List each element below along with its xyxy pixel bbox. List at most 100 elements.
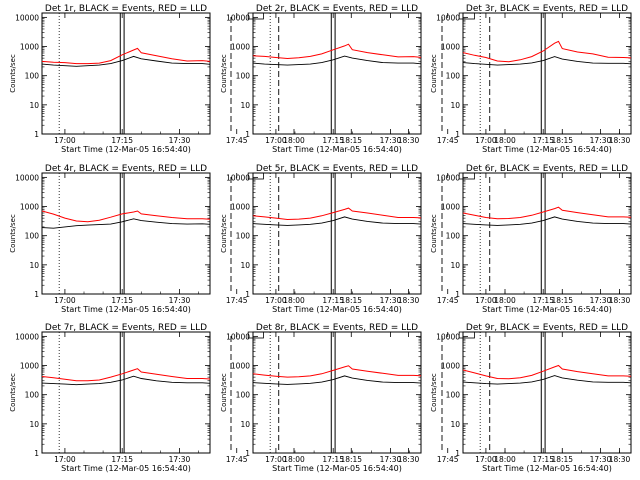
x-tick-label: 17:00 <box>475 455 497 464</box>
y-tick-label: 10 <box>450 420 460 429</box>
panel-det-2: Det 2r, BLACK = Events, RED = LLD 1 10 100 1… <box>220 4 631 154</box>
y-tick-label: 1000 <box>231 43 250 52</box>
lld-series-line <box>253 207 421 221</box>
plot-frame <box>252 12 422 135</box>
y-tick-label: 10 <box>29 420 39 429</box>
panel-title: Det 6r, BLACK = Events, RED = LLD <box>466 164 628 174</box>
plot-frame <box>462 331 632 454</box>
y-tick-label: 1000 <box>441 362 460 371</box>
x-axis-label: Start Time (12-Mar-05 16:54:40) <box>272 145 402 154</box>
x-tick-label: 17:00 <box>475 136 497 145</box>
x-tick-label: 17:30 <box>590 455 612 464</box>
x-tick-label: 18:15 <box>340 455 362 464</box>
lld-series-line <box>42 47 210 65</box>
x-tick-label: 17:45 <box>226 296 248 305</box>
panel-det-8: Det 8r, BLACK = Events, RED = LLD 1 10 100 1… <box>220 323 631 473</box>
x-axis-label: Start Time (12-Mar-05 16:54:40) <box>482 305 612 314</box>
y-tick-label: 1 <box>245 290 250 299</box>
x-tick-label: 17:30 <box>380 455 402 464</box>
x-axis-label: Start Time (12-Mar-05 16:54:40) <box>61 464 191 473</box>
events-series-line <box>253 55 421 66</box>
panel-title: Det 4r, BLACK = Events, RED = LLD <box>45 164 207 174</box>
lld-series-line <box>253 365 421 378</box>
plot-frame <box>41 12 211 135</box>
y-tick-label: 100 <box>446 72 461 81</box>
panel-det-9: Det 9r, BLACK = Events, RED = LLD 1 10 100 1… <box>430 323 632 473</box>
x-tick-label: 18:15 <box>551 455 573 464</box>
y-tick-label: 10 <box>240 420 250 429</box>
y-axis-label: Counts/sec <box>220 214 228 253</box>
lld-series-line <box>42 210 210 223</box>
y-tick-label: 100 <box>236 391 251 400</box>
x-tick-label: 18:00 <box>283 136 305 145</box>
x-tick-label: 18:00 <box>494 455 516 464</box>
y-axis-label: Counts/sec <box>9 54 17 93</box>
x-tick-label: 17:15 <box>322 455 344 464</box>
x-tick-label: 18:15 <box>551 296 573 305</box>
panel-det-5: Det 5r, BLACK = Events, RED = LLD 1 10 100 1… <box>220 164 631 314</box>
y-tick-label: 10000 <box>226 332 250 341</box>
y-axis-label: Counts/sec <box>9 214 17 253</box>
x-axis-label: Start Time (12-Mar-05 16:54:40) <box>61 305 191 314</box>
x-axis-label: Start Time (12-Mar-05 16:54:40) <box>272 464 402 473</box>
panel-title: Det 1r, BLACK = Events, RED = LLD <box>45 4 207 14</box>
y-tick-label: 10000 <box>436 332 460 341</box>
x-tick-label: 17:15 <box>532 296 554 305</box>
y-tick-label: 1000 <box>231 203 250 212</box>
y-tick-label: 100 <box>25 391 40 400</box>
lld-series-line <box>463 364 631 380</box>
lld-series-line <box>253 43 421 60</box>
x-tick-label: 17:15 <box>111 455 133 464</box>
x-tick-label: 17:00 <box>265 455 287 464</box>
x-tick-label: 17:30 <box>380 136 402 145</box>
x-tick-label: 17:45 <box>437 136 459 145</box>
y-tick-label: 10 <box>450 101 460 110</box>
y-axis-label: Counts/sec <box>9 373 17 412</box>
lld-series-line <box>42 368 210 382</box>
y-tick-label: 1 <box>245 130 250 139</box>
lld-series-line <box>463 40 631 63</box>
y-tick-label: 100 <box>236 72 251 81</box>
y-tick-label: 1000 <box>441 203 460 212</box>
y-tick-label: 10 <box>29 261 39 270</box>
y-tick-label: 10000 <box>436 13 460 22</box>
lld-series-line <box>463 206 631 220</box>
y-tick-label: 1000 <box>20 43 39 52</box>
x-tick-label: 17:15 <box>111 296 133 305</box>
x-tick-label: 18:30 <box>609 455 631 464</box>
x-tick-label: 18:30 <box>609 296 631 305</box>
events-series-line <box>42 375 210 386</box>
x-tick-label: 17:30 <box>169 136 191 145</box>
y-tick-label: 10 <box>29 101 39 110</box>
x-axis-label: Start Time (12-Mar-05 16:54:40) <box>482 464 612 473</box>
y-tick-label: 1000 <box>20 362 39 371</box>
x-tick-label: 17:30 <box>169 296 191 305</box>
x-tick-label: 18:00 <box>283 455 305 464</box>
panel-title: Det 3r, BLACK = Events, RED = LLD <box>466 4 628 14</box>
panel-det-4: Det 4r, BLACK = Events, RED = LLD 1 10 100 1… <box>9 164 420 314</box>
x-tick-label: 17:15 <box>532 455 554 464</box>
panel-det-3: Det 3r, BLACK = Events, RED = LLD 1 10 100 1… <box>430 4 632 154</box>
x-tick-label: 17:15 <box>322 136 344 145</box>
x-tick-label: 17:00 <box>475 296 497 305</box>
plot-frame <box>462 12 632 135</box>
y-axis-label: Counts/sec <box>430 373 438 412</box>
x-tick-label: 17:15 <box>532 136 554 145</box>
y-axis-label: Counts/sec <box>430 54 438 93</box>
y-tick-label: 1 <box>34 449 39 458</box>
y-tick-label: 10000 <box>15 332 39 341</box>
y-tick-label: 100 <box>446 391 461 400</box>
y-tick-label: 10 <box>240 101 250 110</box>
y-tick-label: 100 <box>446 232 461 241</box>
x-axis-label: Start Time (12-Mar-05 16:54:40) <box>482 145 612 154</box>
x-tick-label: 18:15 <box>340 296 362 305</box>
panel-title: Det 7r, BLACK = Events, RED = LLD <box>45 323 207 333</box>
x-tick-label: 18:30 <box>398 296 420 305</box>
panel-title: Det 9r, BLACK = Events, RED = LLD <box>466 323 628 333</box>
panel-det-6: Det 6r, BLACK = Events, RED = LLD 1 10 100 1… <box>430 164 632 314</box>
y-tick-label: 1 <box>455 449 460 458</box>
x-tick-label: 17:00 <box>54 136 76 145</box>
x-tick-label: 18:15 <box>551 136 573 145</box>
x-tick-label: 17:15 <box>111 136 133 145</box>
